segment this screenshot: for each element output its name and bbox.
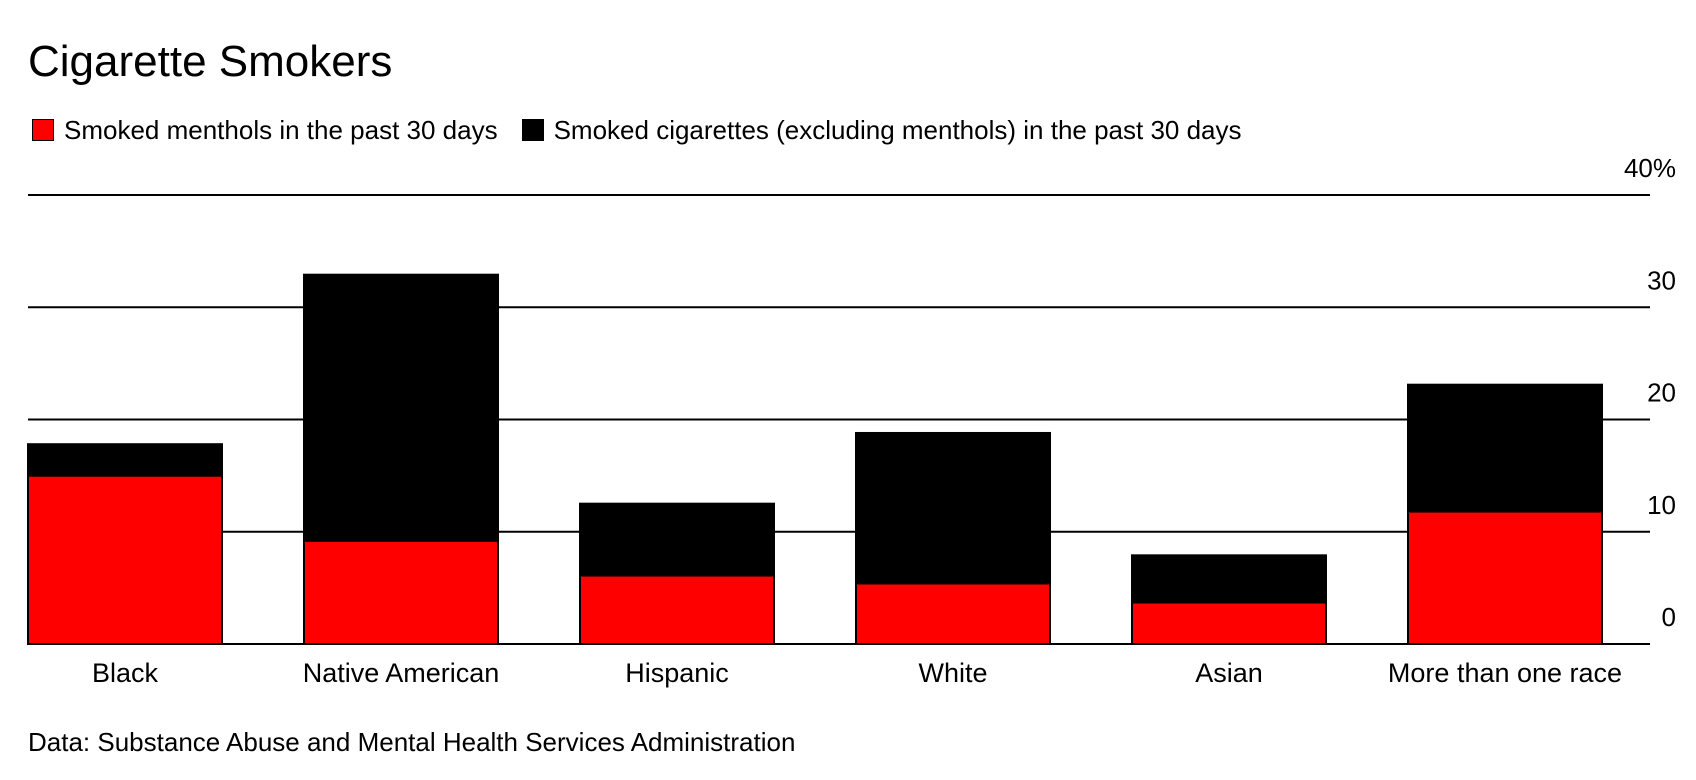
bar-more-than-one-race-series-0 <box>1407 510 1603 646</box>
legend-swatch-menthol <box>32 119 54 141</box>
y-tick-label-0: 0 <box>1662 602 1676 632</box>
bar-black-series-1 <box>27 443 223 477</box>
legend-label-menthol: Smoked menthols in the past 30 days <box>64 114 498 145</box>
bar-asian-series-0 <box>1131 601 1327 646</box>
legend-label-non-menthol: Smoked cigarettes (excluding menthols) i… <box>553 114 1242 145</box>
source-note: Data: Substance Abuse and Mental Health … <box>28 727 796 757</box>
x-tick-label-white: White <box>918 658 987 688</box>
gridlines <box>28 194 1650 533</box>
bar-asian-series-1 <box>1131 554 1327 604</box>
bar-white-series-1 <box>855 431 1051 585</box>
x-tick-label-more-than-one-race: More than one race <box>1388 658 1622 688</box>
bar-hispanic-series-1 <box>579 502 775 577</box>
legend-item-menthol: Smoked menthols in the past 30 days <box>32 115 498 146</box>
x-tick-label-native-american: Native American <box>303 658 500 688</box>
bar-hispanic-series-0 <box>579 574 775 646</box>
y-tick-label-40: 40% <box>1624 153 1676 183</box>
x-tick-label-black: Black <box>92 658 159 688</box>
x-tick-label-hispanic: Hispanic <box>625 658 729 688</box>
bar-black-series-0 <box>27 474 223 645</box>
legend-item-non-menthol: Smoked cigarettes (excluding menthols) i… <box>521 114 1242 146</box>
y-tick-label-30: 30 <box>1647 265 1676 295</box>
axes: 0 10 20 30 40% Black Native American Hispanic Wh… <box>28 153 1676 688</box>
y-tick-label-20: 20 <box>1647 378 1676 408</box>
chart-legend: Smoked menthols in the past 30 days Smok… <box>32 112 1266 148</box>
x-tick-label-asian: Asian <box>1195 658 1263 688</box>
chart-title: Cigarette Smokers <box>28 37 393 86</box>
bar-native-american-series-1 <box>303 273 499 542</box>
bars <box>27 273 1603 646</box>
bar-more-than-one-race-series-1 <box>1407 383 1603 513</box>
legend-swatch-non-menthol <box>521 119 544 141</box>
y-tick-label-10: 10 <box>1647 490 1676 520</box>
bar-native-american-series-0 <box>303 539 499 645</box>
bar-white-series-0 <box>855 582 1051 646</box>
